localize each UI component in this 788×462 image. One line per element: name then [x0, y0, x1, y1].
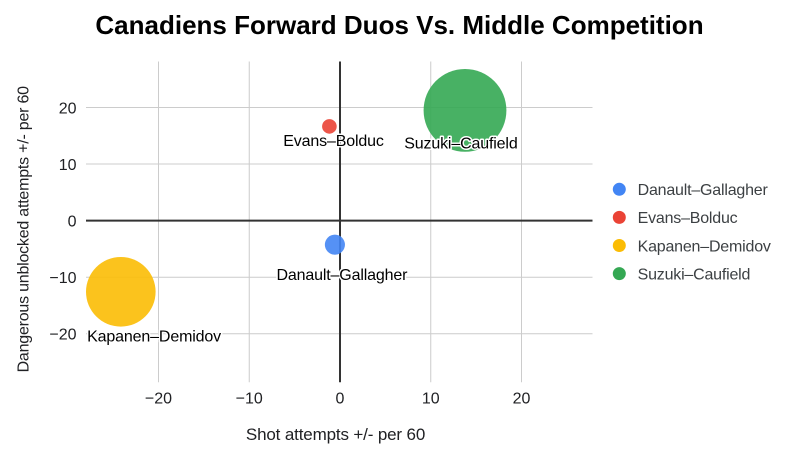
- svg-text:0: 0: [68, 213, 77, 230]
- svg-text:Canadiens Forward Duos Vs. Mid: Canadiens Forward Duos Vs. Middle Compet…: [95, 10, 703, 40]
- svg-text:Suzuki–Caufield: Suzuki–Caufield: [404, 136, 517, 153]
- svg-text:Suzuki–Caufield: Suzuki–Caufield: [638, 266, 751, 283]
- svg-text:−20: −20: [49, 327, 76, 344]
- svg-text:Danault–Gallagher: Danault–Gallagher: [638, 182, 769, 199]
- svg-text:Danault–Gallagher: Danault–Gallagher: [276, 267, 408, 284]
- svg-text:0: 0: [336, 391, 345, 408]
- svg-text:Shot attempts +/- per 60: Shot attempts +/- per 60: [246, 425, 425, 444]
- svg-text:Dangerous unblocked attempts +: Dangerous unblocked attempts +/- per 60: [15, 86, 32, 373]
- svg-text:Kapanen–Demidov: Kapanen–Demidov: [87, 328, 221, 345]
- svg-text:10: 10: [422, 391, 440, 408]
- svg-text:20: 20: [513, 391, 531, 408]
- svg-text:10: 10: [59, 157, 77, 174]
- svg-text:−20: −20: [145, 391, 172, 408]
- svg-text:Evans–Bolduc: Evans–Bolduc: [638, 210, 738, 227]
- svg-text:−10: −10: [236, 391, 263, 408]
- svg-text:−10: −10: [49, 270, 76, 287]
- svg-text:Kapanen–Demidov: Kapanen–Demidov: [638, 238, 771, 255]
- svg-text:Evans–Bolduc: Evans–Bolduc: [283, 133, 384, 150]
- svg-text:20: 20: [59, 100, 77, 117]
